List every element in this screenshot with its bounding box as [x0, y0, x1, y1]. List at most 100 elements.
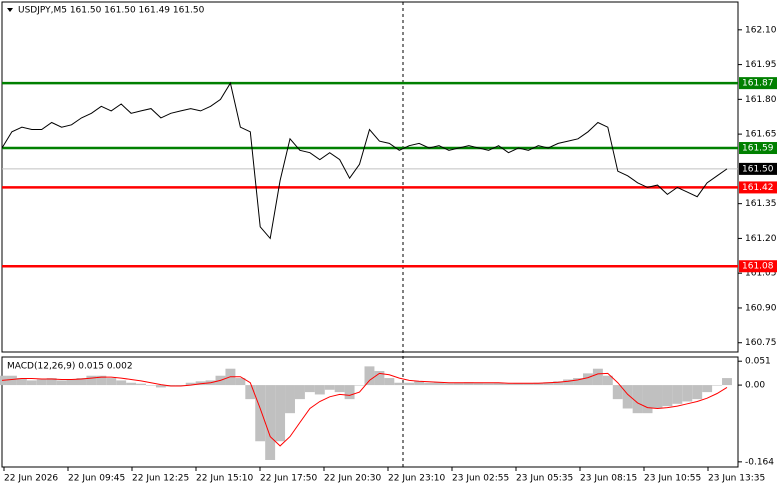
chart-title: USDJPY,M5 161.50 161.50 161.49 161.50 — [18, 6, 205, 16]
histogram-bar — [602, 375, 613, 386]
histogram-bar — [612, 385, 623, 400]
current-price-box — [739, 162, 777, 175]
macd-pane — [1, 356, 739, 468]
histogram-bar — [314, 385, 325, 395]
y-tick-label: 160.90 — [745, 303, 777, 313]
histogram-bar — [434, 382, 444, 386]
level-label-box — [739, 260, 777, 273]
histogram-bar — [344, 385, 355, 400]
level-label: 161.08 — [742, 262, 774, 272]
histogram-bar — [394, 382, 405, 386]
histogram-bar — [672, 385, 683, 404]
histogram-bar — [275, 385, 286, 442]
histogram-bar — [443, 383, 454, 386]
y-tick-label: 161.05 — [745, 269, 777, 279]
histogram-bar — [642, 385, 653, 414]
histogram-bar — [46, 378, 57, 386]
x-tick-label: 22 Jun 17:50 — [260, 474, 317, 484]
histogram-bar — [652, 385, 663, 409]
x-tick-label: 22 Jun 2026 — [4, 474, 58, 484]
histogram-bar — [106, 378, 117, 386]
histogram-bar — [722, 378, 732, 386]
histogram-bar — [96, 375, 107, 386]
histogram-bar — [543, 382, 554, 386]
histogram-bar — [712, 385, 723, 386]
histogram-bar — [334, 385, 345, 393]
histogram-bar — [146, 385, 156, 386]
histogram-bar — [493, 382, 504, 386]
histogram-bar — [66, 379, 77, 386]
histogram-bar — [294, 385, 305, 400]
histogram-bar — [76, 378, 87, 386]
histogram-bar — [573, 378, 583, 386]
price-pane — [1, 1, 739, 353]
histogram-bar — [126, 382, 137, 386]
x-tick-label: 22 Jun 20:30 — [324, 474, 381, 484]
level-label: 161.87 — [742, 79, 774, 89]
level-label-box — [739, 181, 777, 194]
histogram-bar — [592, 368, 603, 386]
histogram-bar — [6, 375, 17, 386]
histogram-bar — [255, 385, 266, 442]
histogram-bar — [116, 380, 127, 386]
histogram-bar — [662, 385, 673, 407]
histogram-bar — [533, 382, 544, 386]
level-label: 161.59 — [742, 144, 774, 154]
y-tick-label: 0.051 — [745, 357, 771, 367]
histogram-bar — [285, 385, 295, 414]
level-label: 161.42 — [742, 183, 774, 193]
y-tick-label: 161.35 — [745, 199, 777, 209]
x-tick-label: 23 Jun 10:55 — [644, 474, 701, 484]
histogram-bar — [682, 385, 693, 402]
histogram-bar — [632, 385, 643, 414]
x-tick-label: 22 Jun 15:10 — [196, 474, 253, 484]
histogram-bar — [354, 385, 365, 386]
y-tick-label: -0.164 — [745, 457, 774, 467]
histogram-bar — [622, 385, 633, 409]
x-tick-label: 22 Jun 09:45 — [68, 474, 125, 484]
histogram-bar — [235, 378, 246, 386]
level-label-box — [739, 142, 777, 155]
histogram-bar — [513, 383, 524, 386]
x-tick-label: 23 Jun 02:55 — [452, 474, 509, 484]
histogram-bar — [384, 378, 395, 386]
histogram-bar — [692, 385, 703, 400]
histogram-bar — [26, 380, 37, 386]
x-tick-label: 23 Jun 13:35 — [708, 474, 765, 484]
histogram-bar — [136, 383, 147, 386]
histogram-bar — [582, 373, 593, 386]
histogram-bar — [265, 385, 276, 460]
histogram-bar — [483, 383, 494, 386]
x-tick-label: 23 Jun 05:35 — [516, 474, 573, 484]
histogram-bar — [304, 385, 315, 393]
y-tick-label: 161.95 — [745, 60, 777, 70]
histogram-bar — [503, 383, 514, 386]
x-tick-label: 23 Jun 08:15 — [580, 474, 637, 484]
histogram-bar — [245, 385, 256, 400]
histogram-bar — [453, 382, 464, 386]
histogram-bar — [563, 379, 574, 386]
histogram-bar — [185, 382, 196, 386]
histogram-bar — [473, 382, 484, 386]
x-tick-label: 22 Jun 23:10 — [388, 474, 445, 484]
histogram-bar — [86, 375, 97, 386]
signal-line — [1, 372, 728, 447]
symbol-menu-icon — [7, 8, 13, 12]
y-tick-label: 0.00 — [745, 381, 765, 391]
histogram-bar — [175, 385, 186, 386]
histogram-bar — [523, 383, 534, 386]
y-tick-label: 162.10 — [745, 25, 777, 35]
histogram-bar — [324, 385, 335, 390]
y-tick-label: 161.80 — [745, 95, 777, 105]
histogram-bar — [404, 382, 415, 386]
histogram-bar — [36, 379, 47, 386]
price-line — [1, 81, 728, 240]
histogram-bar — [364, 366, 375, 386]
histogram-bar — [374, 371, 385, 386]
current-price-label: 161.50 — [742, 164, 774, 174]
y-tick-label: 161.20 — [745, 234, 777, 244]
histogram-bar — [424, 382, 435, 386]
histogram-bar — [702, 385, 713, 393]
histogram-bar — [155, 385, 166, 388]
histogram-bar — [553, 381, 564, 386]
